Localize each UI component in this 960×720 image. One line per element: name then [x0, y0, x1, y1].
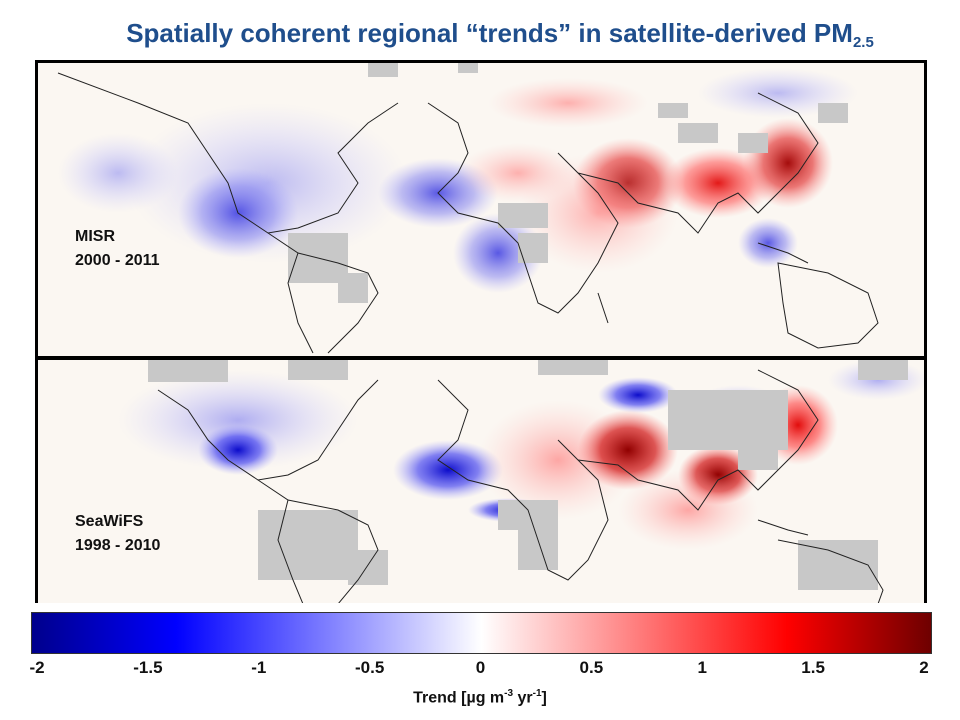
colorbar-tick-label: 2: [919, 658, 929, 677]
colorbar-tick-label: -0.5: [354, 658, 385, 677]
colorbar-label: Trend [µg m-3 yr-1]: [413, 688, 547, 707]
colorbar-tick-label: -1.5: [133, 658, 163, 677]
seawifs-map-panel: SeaWiFS 1998 - 2010: [35, 359, 927, 603]
colorbar-tick-label: -2: [29, 658, 45, 677]
seawifs-label: SeaWiFS 1998 - 2010: [75, 513, 161, 554]
seawifs-trend-map: [118, 360, 924, 603]
colorbar-tick-label: 0.5: [579, 658, 604, 677]
misr-label: MISR 2000 - 2011: [75, 228, 160, 269]
misr-map-panel: MISR 2000 - 2011: [35, 60, 927, 359]
colorbar-tick-label: 1: [697, 658, 707, 677]
misr-trend-map: [57, 63, 879, 354]
colorbar: [31, 612, 932, 654]
colorbar-tick-label: 0: [475, 658, 486, 677]
chart-title: Spatially coherent regional “trends” in …: [126, 18, 874, 51]
colorbar-tick-label: 1.5: [801, 658, 825, 677]
colorbar-tick-label: -1: [251, 658, 267, 677]
